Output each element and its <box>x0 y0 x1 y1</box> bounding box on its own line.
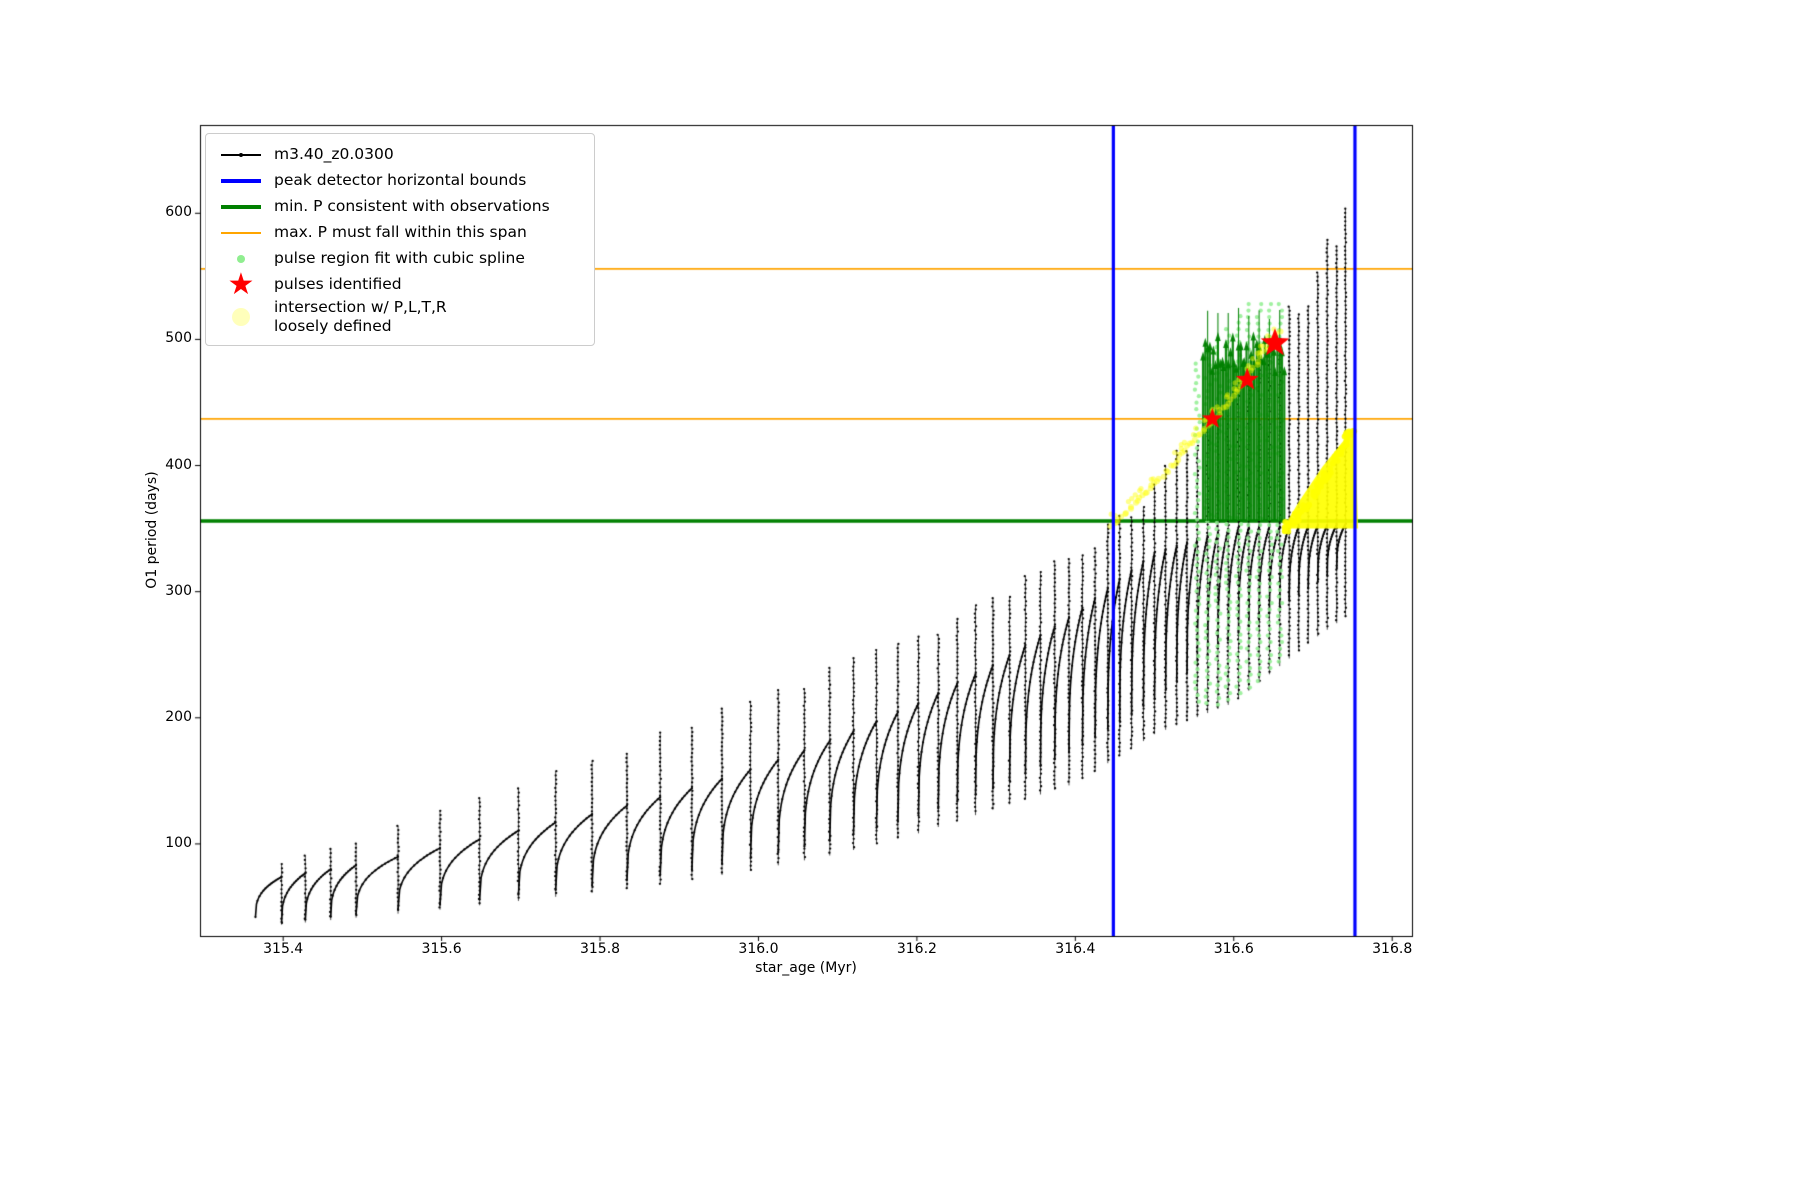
legend-item-label: pulses identified <box>274 275 402 294</box>
x-tick-label: 315.8 <box>579 941 621 957</box>
red-star-icon: ★ <box>227 267 255 302</box>
green-dot-icon <box>218 246 264 272</box>
legend-item-label: max. P must fall within this span <box>274 223 527 242</box>
y-tick-label: 400 <box>165 456 192 473</box>
legend-item-label: intersection w/ P,L,T,R loosely defined <box>274 298 447 336</box>
x-tick-label: 315.4 <box>263 941 304 957</box>
y-tick-label: 600 <box>165 204 192 221</box>
y-tick-label: 500 <box>165 330 192 347</box>
legend: m3.40_z0.0300 peak detector horizontal b… <box>205 133 595 346</box>
x-tick-label: 316.6 <box>1213 941 1254 957</box>
x-tick-label: 315.6 <box>421 941 462 957</box>
legend-item-label: peak detector horizontal bounds <box>274 171 527 190</box>
y-axis-label: O1 period (days) <box>144 471 160 589</box>
legend-item-intersection: intersection w/ P,L,T,R loosely defined <box>218 298 582 337</box>
x-tick-label: 316.0 <box>738 941 779 957</box>
legend-item-peak-bounds: peak detector horizontal bounds <box>218 168 582 194</box>
blue-line-icon <box>218 168 264 194</box>
y-tick-label: 200 <box>165 708 192 725</box>
x-tick-label: 316.2 <box>896 941 937 957</box>
legend-item-label: m3.40_z0.0300 <box>274 145 394 164</box>
y-tick-label: 300 <box>165 582 192 599</box>
y-tick-label: 100 <box>165 834 192 851</box>
orange-line-icon <box>218 220 264 246</box>
series-line-icon <box>218 142 264 168</box>
green-line-icon <box>218 194 264 220</box>
legend-item-min-p: min. P consistent with observations <box>218 194 582 220</box>
x-axis-label: star_age (Myr) <box>755 960 857 976</box>
x-tick-label: 316.4 <box>1055 941 1096 957</box>
legend-item-series: m3.40_z0.0300 <box>218 142 582 168</box>
x-tick-label: 316.8 <box>1372 941 1413 957</box>
legend-item-pulse-region: pulse region fit with cubic spline <box>218 246 582 272</box>
legend-item-label: pulse region fit with cubic spline <box>274 249 525 268</box>
legend-item-label: min. P consistent with observations <box>274 197 550 216</box>
legend-item-pulses: ★ pulses identified <box>218 267 582 302</box>
legend-item-max-p: max. P must fall within this span <box>218 220 582 246</box>
yellow-dot-icon <box>218 304 264 330</box>
